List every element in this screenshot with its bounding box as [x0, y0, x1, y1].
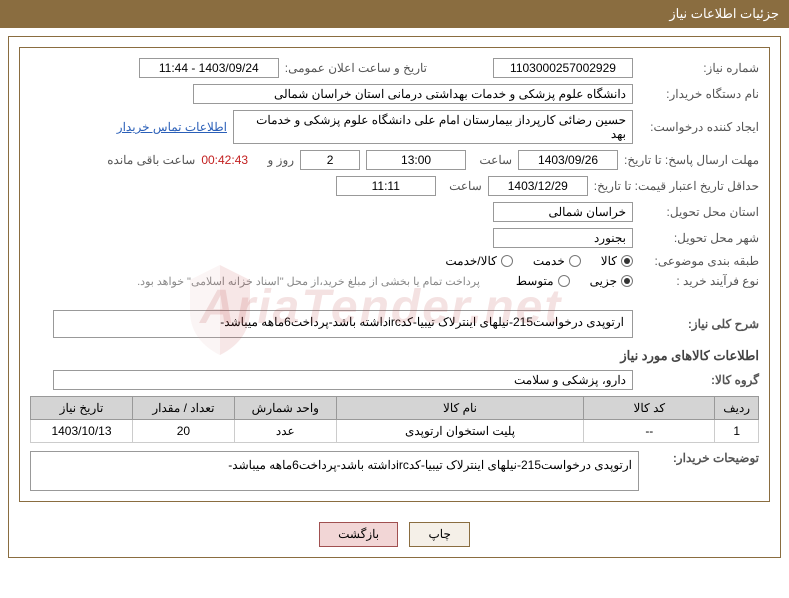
- price-validity-label: حداقل تاریخ اعتبار قیمت: تا تاریخ:: [594, 179, 759, 193]
- need-number-label: شماره نیاز:: [639, 61, 759, 75]
- city-value: بجنورد: [493, 228, 633, 248]
- row-response-deadline: مهلت ارسال پاسخ: تا تاریخ: 1403/09/26 سا…: [30, 150, 759, 170]
- buyer-contact-link[interactable]: اطلاعات تماس خریدار: [117, 120, 227, 134]
- table-cell: 1403/10/13: [31, 420, 133, 443]
- province-label: استان محل تحویل:: [639, 205, 759, 219]
- row-need-number: شماره نیاز: 1103000257002929 تاریخ و ساع…: [30, 58, 759, 78]
- page-header: جزئیات اطلاعات نیاز: [0, 0, 789, 28]
- row-product-group: گروه کالا: دارو، پزشکی و سلامت: [30, 370, 759, 390]
- deadline-time: 13:00: [366, 150, 466, 170]
- row-buyer-org: نام دستگاه خریدار: دانشگاه علوم پزشکی و …: [30, 84, 759, 104]
- button-bar: چاپ بازگشت: [9, 512, 780, 557]
- table-cell: عدد: [234, 420, 336, 443]
- product-group-label: گروه کالا:: [639, 373, 759, 387]
- radio-motevaset[interactable]: متوسط: [516, 274, 570, 288]
- table-cell: --: [584, 420, 715, 443]
- radio-dot-icon: [621, 275, 633, 287]
- deadline-label: مهلت ارسال پاسخ: تا تاریخ:: [624, 153, 759, 167]
- table-header: ردیف: [715, 397, 759, 420]
- buyer-notes-value: ارتوپدی درخواست215-نیلهای اینترلاک تیبیا…: [30, 451, 639, 491]
- radio-dot-icon: [558, 275, 570, 287]
- items-section-title: اطلاعات کالاهای مورد نیاز: [30, 348, 759, 364]
- product-group-value: دارو، پزشکی و سلامت: [53, 370, 633, 390]
- table-row: 1--پلیت استخوان ارتوپدیعدد201403/10/13: [31, 420, 759, 443]
- radio-dot-icon: [621, 255, 633, 267]
- table-header: نام کالا: [336, 397, 584, 420]
- price-validity-time: 11:11: [336, 176, 436, 196]
- radio-khedmat[interactable]: خدمت: [533, 254, 581, 268]
- table-header: واحد شمارش: [234, 397, 336, 420]
- row-city: شهر محل تحویل: بجنورد: [30, 228, 759, 248]
- announce-date-label: تاریخ و ساعت اعلان عمومی:: [285, 61, 427, 75]
- need-number-value: 1103000257002929: [493, 58, 633, 78]
- deadline-countdown: 00:42:43: [201, 153, 248, 167]
- requester-label: ایجاد کننده درخواست:: [639, 120, 759, 134]
- row-requester: ایجاد کننده درخواست: حسین رضائی کارپرداز…: [30, 110, 759, 144]
- table-cell: پلیت استخوان ارتوپدی: [336, 420, 584, 443]
- purchase-type-radios: جزیی متوسط: [516, 274, 633, 288]
- page-title: جزئیات اطلاعات نیاز: [669, 6, 779, 21]
- province-value: خراسان شمالی: [493, 202, 633, 222]
- days-label: روز و: [254, 153, 294, 167]
- table-header: تاریخ نیاز: [31, 397, 133, 420]
- buyer-org-label: نام دستگاه خریدار:: [639, 87, 759, 101]
- general-desc-label: شرح کلی نیاز:: [639, 317, 759, 331]
- classification-label: طبقه بندی موضوعی:: [639, 254, 759, 268]
- row-province: استان محل تحویل: خراسان شمالی: [30, 202, 759, 222]
- radio-dot-icon: [569, 255, 581, 267]
- row-price-validity: حداقل تاریخ اعتبار قیمت: تا تاریخ: 1403/…: [30, 176, 759, 196]
- requester-value: حسین رضائی کارپرداز بیمارستان امام علی د…: [233, 110, 633, 144]
- general-desc-value: ارتوپدی درخواست215-نیلهای اینترلاک تیبیا…: [53, 310, 633, 338]
- back-button[interactable]: بازگشت: [319, 522, 398, 547]
- row-general-desc: شرح کلی نیاز: ارتوپدی درخواست215-نیلهای …: [30, 310, 759, 338]
- purchase-type-label: نوع فرآیند خرید :: [639, 274, 759, 288]
- deadline-date: 1403/09/26: [518, 150, 618, 170]
- table-cell: 1: [715, 420, 759, 443]
- row-purchase-type: نوع فرآیند خرید : جزیی متوسط پرداخت تمام…: [30, 274, 759, 288]
- main-container: شماره نیاز: 1103000257002929 تاریخ و ساع…: [8, 36, 781, 558]
- items-table: ردیفکد کالانام کالاواحد شمارشتعداد / مقد…: [30, 396, 759, 443]
- buyer-notes-label: توضیحات خریدار:: [639, 451, 759, 491]
- radio-dot-icon: [501, 255, 513, 267]
- buyer-org-value: دانشگاه علوم پزشکی و خدمات بهداشتی درمان…: [193, 84, 633, 104]
- radio-kalakhedmat[interactable]: کالا/خدمت: [445, 254, 512, 268]
- remain-label: ساعت باقی مانده: [107, 153, 195, 167]
- table-header: تعداد / مقدار: [132, 397, 234, 420]
- deadline-days: 2: [300, 150, 360, 170]
- radio-kala[interactable]: کالا: [601, 254, 633, 268]
- row-classification: طبقه بندی موضوعی: کالا خدمت کالا/خدمت: [30, 254, 759, 268]
- table-header: کد کالا: [584, 397, 715, 420]
- announce-date-value: 1403/09/24 - 11:44: [139, 58, 279, 78]
- radio-jozi[interactable]: جزیی: [590, 274, 633, 288]
- buyer-notes-box: توضیحات خریدار: ارتوپدی درخواست215-نیلها…: [30, 451, 759, 491]
- form-panel: شماره نیاز: 1103000257002929 تاریخ و ساع…: [19, 47, 770, 502]
- price-validity-date: 1403/12/29: [488, 176, 588, 196]
- city-label: شهر محل تحویل:: [639, 231, 759, 245]
- purchase-note: پرداخت تمام یا بخشی از مبلغ خرید،از محل …: [137, 275, 480, 288]
- table-cell: 20: [132, 420, 234, 443]
- deadline-time-label: ساعت: [472, 153, 512, 167]
- price-validity-time-label: ساعت: [442, 179, 482, 193]
- print-button[interactable]: چاپ: [409, 522, 469, 547]
- classification-radios: کالا خدمت کالا/خدمت: [445, 254, 633, 268]
